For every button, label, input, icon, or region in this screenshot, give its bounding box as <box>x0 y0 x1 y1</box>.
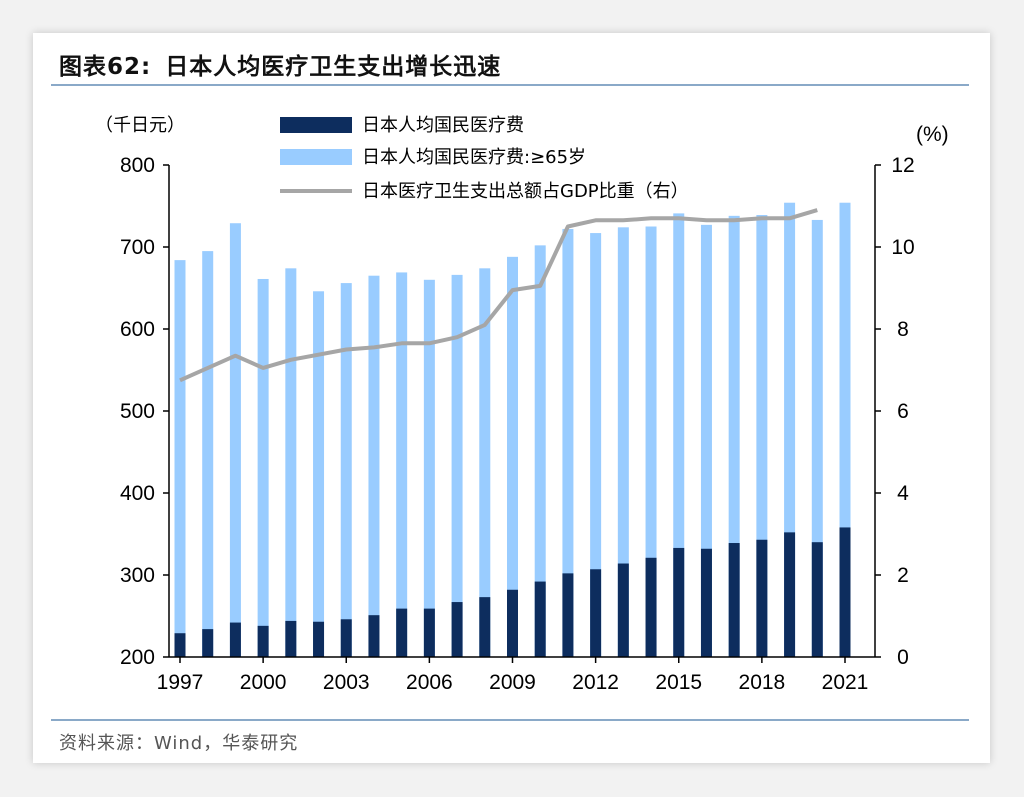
chart: 200 300 400 500 600 700 800 0 2 4 6 8 10 12 1997 2000 20… <box>95 115 949 694</box>
bar-total-2020 <box>811 542 823 657</box>
right-tick-label-12: 12 <box>891 154 914 177</box>
bar-65-plus-2018 <box>756 215 768 657</box>
bar-65-plus-2006 <box>423 279 435 657</box>
bar-65-plus-2013 <box>617 227 629 657</box>
x-tick-label-2003: 2003 <box>323 671 370 694</box>
bar-65-plus-2019 <box>784 202 796 657</box>
right-axis-unit: (%) <box>916 123 949 146</box>
bar-65-plus-2005 <box>396 272 408 657</box>
bar-65-plus-2007 <box>451 274 463 657</box>
bar-65-plus-2016 <box>700 224 712 658</box>
bar-65-plus-2017 <box>728 215 740 657</box>
bar-65-plus-1998 <box>202 251 214 657</box>
left-tick-label-400: 400 <box>120 482 155 505</box>
left-tick-label-300: 300 <box>120 564 155 587</box>
figure-label: 图表62: <box>59 54 152 80</box>
bars-65-plus-series <box>174 202 851 658</box>
bar-total-2015 <box>673 547 685 657</box>
bar-total-2006 <box>423 608 435 657</box>
bar-65-plus-1999 <box>229 223 241 657</box>
bar-total-2001 <box>285 620 297 657</box>
x-tick-label-2015: 2015 <box>655 671 702 694</box>
bar-total-2002 <box>313 621 325 657</box>
gdp-share-line <box>179 208 818 383</box>
bar-total-2014 <box>645 557 657 657</box>
bar-65-plus-2003 <box>340 283 352 657</box>
legend-label-gdp-share: 日本医疗卫生支出总额占GDP比重（右） <box>362 181 689 202</box>
right-tick-label-8: 8 <box>897 318 909 341</box>
right-tick-label-4: 4 <box>897 482 909 505</box>
bar-total-2016 <box>700 548 712 657</box>
bar-total-1997 <box>174 633 186 657</box>
bar-total-2019 <box>784 532 796 657</box>
bar-total-2005 <box>396 608 408 657</box>
bar-65-plus-2012 <box>590 233 602 657</box>
bar-total-2010 <box>534 581 546 657</box>
source-divider <box>51 719 969 721</box>
bar-65-plus-2015 <box>673 213 685 657</box>
figure-title: 图表62: 日本人均医疗卫生支出增长迅速 <box>59 47 501 81</box>
left-axis-unit: （千日元） <box>95 115 185 136</box>
bar-65-plus-2020 <box>811 219 823 657</box>
x-tick-label-2009: 2009 <box>489 671 536 694</box>
bar-total-2009 <box>507 589 518 657</box>
right-tick-label-0: 0 <box>897 646 909 669</box>
bar-65-plus-2021 <box>839 202 851 657</box>
gdp-share-line-series <box>179 208 818 383</box>
bar-65-plus-2000 <box>257 278 269 657</box>
source-note: 资料来源：Wind，华泰研究 <box>59 733 299 754</box>
bar-total-2018 <box>756 539 768 657</box>
bar-65-plus-2011 <box>562 228 574 657</box>
bar-total-2011 <box>562 573 574 657</box>
x-tick-label-2021: 2021 <box>822 671 869 694</box>
legend-label-65-plus: 日本人均国民医疗费:≥65岁 <box>362 147 586 168</box>
bar-65-plus-2004 <box>368 275 380 657</box>
bar-total-2012 <box>590 569 602 657</box>
right-tick-label-6: 6 <box>897 400 909 423</box>
bar-65-plus-2014 <box>645 226 657 657</box>
bars-total-series <box>174 527 851 657</box>
x-tick-label-1997: 1997 <box>157 671 204 694</box>
bar-total-2017 <box>728 543 740 657</box>
legend-swatch-total <box>280 117 352 133</box>
legend-swatch-65-plus <box>280 149 352 165</box>
x-tick-label-2006: 2006 <box>406 671 453 694</box>
figure-title-text: 日本人均医疗卫生支出增长迅速 <box>165 54 502 80</box>
legend-label-total: 日本人均国民医疗费 <box>362 115 524 136</box>
left-tick-label-500: 500 <box>120 400 155 423</box>
bar-total-2013 <box>617 563 629 657</box>
bar-65-plus-2002 <box>313 291 325 657</box>
bar-65-plus-2001 <box>285 268 297 657</box>
figure-card: 图表62: 日本人均医疗卫生支出增长迅速 200 300 400 500 600 700 80… <box>33 33 990 763</box>
bar-total-2021 <box>839 527 851 657</box>
bar-total-2004 <box>368 615 380 657</box>
title-divider <box>51 84 969 86</box>
x-tick-label-2012: 2012 <box>572 671 619 694</box>
bar-total-2000 <box>257 625 269 657</box>
bar-65-plus-2010 <box>534 245 546 658</box>
bar-total-2008 <box>479 597 491 657</box>
bar-65-plus-2009 <box>507 256 518 657</box>
bar-65-plus-1997 <box>174 260 186 657</box>
right-tick-label-10: 10 <box>891 236 914 259</box>
bar-total-2007 <box>451 602 463 657</box>
left-tick-label-700: 700 <box>120 236 155 259</box>
bar-65-plus-2008 <box>479 268 491 657</box>
right-tick-label-2: 2 <box>897 564 909 587</box>
left-tick-label-800: 800 <box>120 154 155 177</box>
axes: 200 300 400 500 600 700 800 0 2 4 6 8 10 12 1997 2000 20… <box>95 115 949 694</box>
bar-total-2003 <box>340 619 352 657</box>
legend: 日本人均国民医疗费日本人均国民医疗费:≥65岁日本医疗卫生支出总额占GDP比重（… <box>280 115 689 202</box>
x-tick-label-2000: 2000 <box>240 671 287 694</box>
left-tick-label-600: 600 <box>120 318 155 341</box>
bar-total-1998 <box>202 629 214 657</box>
x-tick-label-2018: 2018 <box>739 671 786 694</box>
left-tick-label-200: 200 <box>120 646 155 669</box>
bar-total-1999 <box>229 622 241 657</box>
